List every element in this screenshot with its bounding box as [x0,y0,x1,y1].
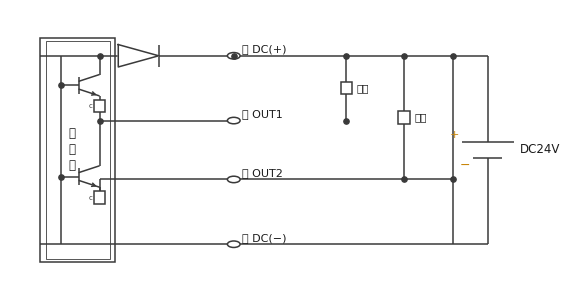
Text: 白 OUT2: 白 OUT2 [243,168,283,178]
Text: 茶 DC(+): 茶 DC(+) [243,44,287,54]
Text: +: + [449,130,459,140]
Bar [46,41,110,259]
Text: 負荷: 負荷 [415,112,427,123]
Text: 青 DC(−): 青 DC(−) [243,233,287,243]
Circle shape [227,176,240,183]
Text: c: c [88,194,92,200]
Bar [398,111,410,124]
Bar [40,38,115,262]
Bar [340,82,352,94]
Bar [94,100,106,112]
Circle shape [227,52,240,59]
Text: −: − [460,159,470,172]
Bar [94,191,106,204]
Text: 負荷: 負荷 [357,83,369,93]
Polygon shape [118,45,159,67]
Text: 黒 OUT1: 黒 OUT1 [243,109,283,119]
Circle shape [227,117,240,124]
Text: 主
回
路: 主 回 路 [68,128,75,172]
Circle shape [227,241,240,247]
Text: DC24V: DC24V [519,143,560,157]
Text: c: c [88,103,92,109]
